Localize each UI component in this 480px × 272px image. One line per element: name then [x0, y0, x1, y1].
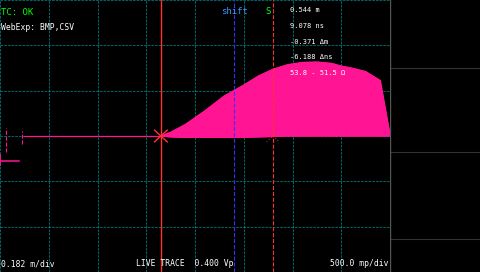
- Text: -6.188 Δns: -6.188 Δns: [290, 54, 333, 60]
- Polygon shape: [161, 62, 390, 137]
- Text: Fill Mode On: Fill Mode On: [400, 199, 470, 209]
- Text: S: S: [265, 7, 271, 16]
- Text: 0.182 m/div: 0.182 m/div: [1, 259, 55, 268]
- Text: 29.7 - 36.7 dB: 29.7 - 36.7 dB: [290, 102, 349, 108]
- Text: shift: shift: [221, 7, 247, 16]
- Text: LIVE TRACE  0.400 Vp: LIVE TRACE 0.400 Vp: [136, 259, 234, 268]
- Text: 36.8 - 14.6 mp: 36.8 - 14.6 mp: [290, 86, 349, 92]
- Text: 1.076 - 1.030 VSWR: 1.076 - 1.030 VSWR: [290, 118, 367, 124]
- Text: TC: OK: TC: OK: [1, 8, 33, 17]
- Text: -0.371 Δm: -0.371 Δm: [290, 39, 328, 45]
- Text: 53.8 - 51.5 Ω: 53.8 - 51.5 Ω: [290, 70, 345, 76]
- Text: 500.0 mp/div: 500.0 mp/div: [330, 259, 388, 268]
- Text: 9.078 ns: 9.078 ns: [290, 23, 324, 29]
- Text: WebExp: BMP,CSV: WebExp: BMP,CSV: [1, 23, 74, 32]
- Text: 0.544 m: 0.544 m: [290, 7, 320, 13]
- Text: Envelope
Plot On: Envelope Plot On: [411, 22, 458, 44]
- Text: Reset: Reset: [420, 118, 450, 127]
